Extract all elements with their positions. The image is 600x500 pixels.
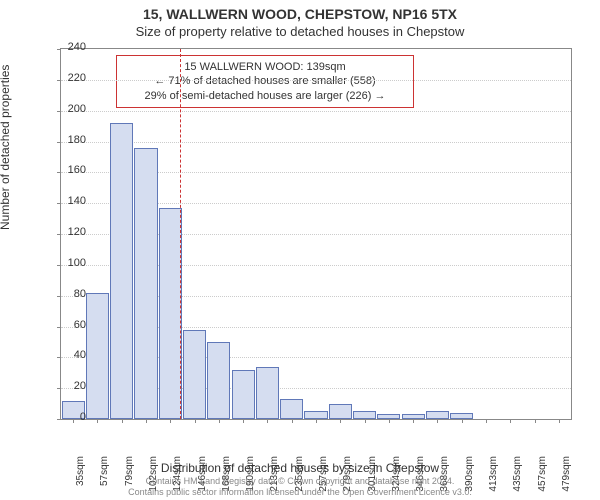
histogram-bar — [207, 342, 230, 419]
attribution-line2: Contains public sector information licen… — [0, 487, 600, 498]
histogram-bar — [280, 399, 303, 419]
ytick-label: 80 — [46, 288, 86, 300]
xtick-mark — [462, 419, 463, 423]
xtick-mark — [122, 419, 123, 423]
gridline — [61, 80, 571, 81]
histogram-bar — [183, 330, 206, 419]
xtick-mark — [510, 419, 511, 423]
ytick-label: 240 — [46, 41, 86, 53]
xtick-mark — [535, 419, 536, 423]
ytick-label: 0 — [46, 411, 86, 423]
histogram-bar — [426, 411, 449, 419]
xtick-mark — [146, 419, 147, 423]
xtick-mark — [389, 419, 390, 423]
annotation-line2: ← 71% of detached houses are smaller (55… — [125, 74, 405, 88]
histogram-bar — [329, 404, 352, 419]
annotation-line3: 29% of semi-detached houses are larger (… — [125, 89, 405, 103]
ytick-label: 200 — [46, 103, 86, 115]
chart-subtitle: Size of property relative to detached ho… — [0, 22, 600, 39]
y-axis-label: Number of detached properties — [0, 65, 12, 230]
xtick-mark — [559, 419, 560, 423]
histogram-bar — [256, 367, 279, 419]
chart-title: 15, WALLWERN WOOD, CHEPSTOW, NP16 5TX — [0, 0, 600, 22]
plot-area: 15 WALLWERN WOOD: 139sqm ← 71% of detach… — [60, 48, 572, 420]
histogram-bar — [232, 370, 255, 419]
annotation-line1: 15 WALLWERN WOOD: 139sqm — [125, 60, 405, 74]
ytick-label: 120 — [46, 226, 86, 238]
histogram-bar — [159, 208, 182, 419]
ytick-label: 140 — [46, 195, 86, 207]
xtick-mark — [413, 419, 414, 423]
ytick-label: 180 — [46, 134, 86, 146]
ytick-label: 100 — [46, 257, 86, 269]
xtick-mark — [340, 419, 341, 423]
histogram-bar — [110, 123, 133, 419]
histogram-bar — [304, 411, 327, 419]
histogram-bar — [134, 148, 157, 419]
property-marker-line — [180, 49, 181, 419]
xtick-mark — [243, 419, 244, 423]
xtick-mark — [292, 419, 293, 423]
histogram-bar — [86, 293, 109, 419]
xtick-mark — [170, 419, 171, 423]
xtick-mark — [267, 419, 268, 423]
ytick-label: 40 — [46, 349, 86, 361]
histogram-bar — [353, 411, 376, 419]
gridline — [61, 142, 571, 143]
xtick-mark — [437, 419, 438, 423]
attribution-line1: Contains HM Land Registry data © Crown c… — [0, 476, 600, 487]
property-size-chart: 15, WALLWERN WOOD, CHEPSTOW, NP16 5TX Si… — [0, 0, 600, 500]
xtick-mark — [97, 419, 98, 423]
ytick-label: 60 — [46, 319, 86, 331]
ytick-label: 20 — [46, 380, 86, 392]
attribution: Contains HM Land Registry data © Crown c… — [0, 476, 600, 498]
ytick-label: 220 — [46, 72, 86, 84]
xtick-mark — [486, 419, 487, 423]
xtick-mark — [365, 419, 366, 423]
x-axis-label: Distribution of detached houses by size … — [0, 461, 600, 475]
xtick-mark — [219, 419, 220, 423]
annotation-box: 15 WALLWERN WOOD: 139sqm ← 71% of detach… — [116, 55, 414, 108]
ytick-label: 160 — [46, 164, 86, 176]
xtick-mark — [316, 419, 317, 423]
gridline — [61, 111, 571, 112]
xtick-mark — [195, 419, 196, 423]
